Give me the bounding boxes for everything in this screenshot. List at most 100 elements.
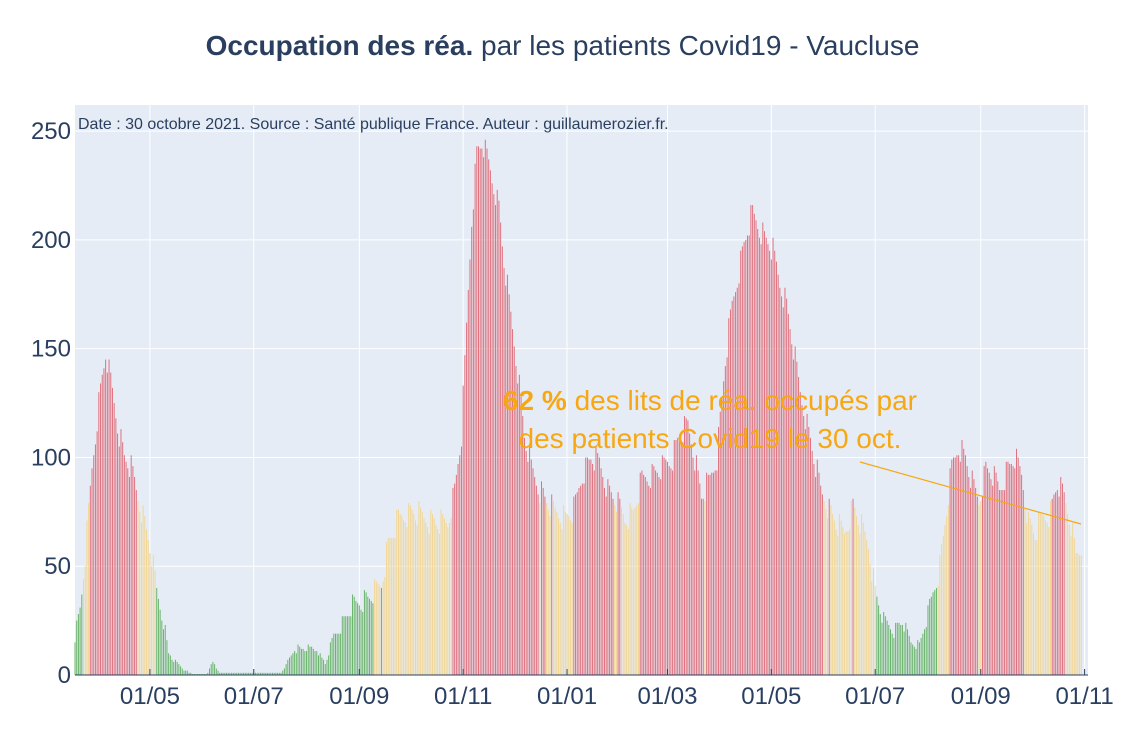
bar <box>540 481 542 675</box>
bar <box>447 527 449 675</box>
bar <box>96 431 98 675</box>
bar <box>125 461 127 675</box>
bar <box>602 477 604 675</box>
bar <box>537 494 539 675</box>
bar <box>523 437 525 675</box>
bar <box>755 220 757 675</box>
bar <box>901 624 903 675</box>
bar <box>985 461 987 675</box>
bar <box>920 638 922 675</box>
bar <box>772 237 774 675</box>
bar <box>791 344 793 675</box>
chart-title: Occupation des réa. par les patients Cov… <box>0 30 1125 62</box>
bar <box>271 672 273 675</box>
bar <box>386 542 388 675</box>
bar <box>891 633 893 675</box>
bar <box>861 514 863 675</box>
bar <box>1044 520 1046 675</box>
bar <box>803 416 805 675</box>
bar <box>231 672 233 675</box>
x-tick-label: 01/09 <box>329 683 389 710</box>
bar <box>377 583 379 675</box>
bar <box>454 483 456 675</box>
bar <box>777 274 779 675</box>
bar <box>649 487 651 675</box>
bar <box>544 496 546 675</box>
bar <box>915 648 917 675</box>
bar <box>1000 490 1002 675</box>
bar <box>88 503 90 675</box>
bar <box>970 487 972 675</box>
bar <box>416 524 418 675</box>
bar <box>302 648 304 675</box>
bar <box>496 189 498 675</box>
bar <box>552 500 554 675</box>
bar <box>871 581 873 675</box>
bar <box>530 459 532 675</box>
bar <box>304 651 306 675</box>
bar <box>520 396 522 675</box>
bar <box>529 446 531 675</box>
bar <box>702 498 704 675</box>
bar <box>689 433 691 675</box>
bar <box>248 672 250 675</box>
bar <box>874 585 876 675</box>
bar <box>522 416 524 675</box>
bar <box>746 235 748 675</box>
bar <box>159 609 161 675</box>
bar <box>489 170 491 675</box>
bar <box>161 620 163 675</box>
bar <box>222 672 224 675</box>
bar <box>639 472 641 675</box>
bar <box>801 405 803 675</box>
bar <box>741 246 743 675</box>
bar <box>229 672 231 675</box>
bar <box>418 500 420 675</box>
bar <box>1065 503 1067 675</box>
bar <box>268 672 270 675</box>
bar <box>277 672 279 675</box>
bar <box>479 148 481 675</box>
bar <box>399 514 401 675</box>
bar <box>811 450 813 675</box>
y-tick-label: 200 <box>31 227 71 254</box>
bar <box>246 672 248 675</box>
bar <box>93 455 95 675</box>
bar <box>392 537 394 675</box>
bar <box>682 442 684 675</box>
bar <box>1073 537 1075 675</box>
chart-title-bold: Occupation des réa. <box>205 30 474 61</box>
bar <box>219 672 221 675</box>
bar <box>1078 555 1080 675</box>
bar <box>292 653 294 675</box>
bar <box>1007 461 1009 675</box>
bar <box>1056 490 1058 675</box>
bar <box>86 520 88 675</box>
bar <box>270 672 272 675</box>
plot-background <box>75 105 1088 675</box>
bar <box>1060 477 1062 675</box>
bar <box>142 505 144 675</box>
bar <box>907 629 909 675</box>
bar <box>227 672 229 675</box>
bar <box>990 479 992 675</box>
bar <box>1036 540 1038 675</box>
bar <box>908 635 910 675</box>
bar <box>156 587 158 675</box>
bar <box>123 455 125 675</box>
bar <box>408 503 410 675</box>
bar <box>341 616 343 675</box>
bar <box>180 666 182 675</box>
bar <box>673 440 675 675</box>
bar <box>934 590 936 675</box>
occupancy-annotation: 62 % des lits de réa. occupés par des pa… <box>440 382 980 458</box>
bar <box>452 487 454 675</box>
bar <box>289 657 291 675</box>
x-tick-label: 01/07 <box>224 683 284 710</box>
bar <box>626 524 628 675</box>
bar <box>306 651 308 675</box>
bar <box>944 524 946 675</box>
bar <box>849 529 851 675</box>
bar <box>884 616 886 675</box>
bar <box>903 631 905 675</box>
